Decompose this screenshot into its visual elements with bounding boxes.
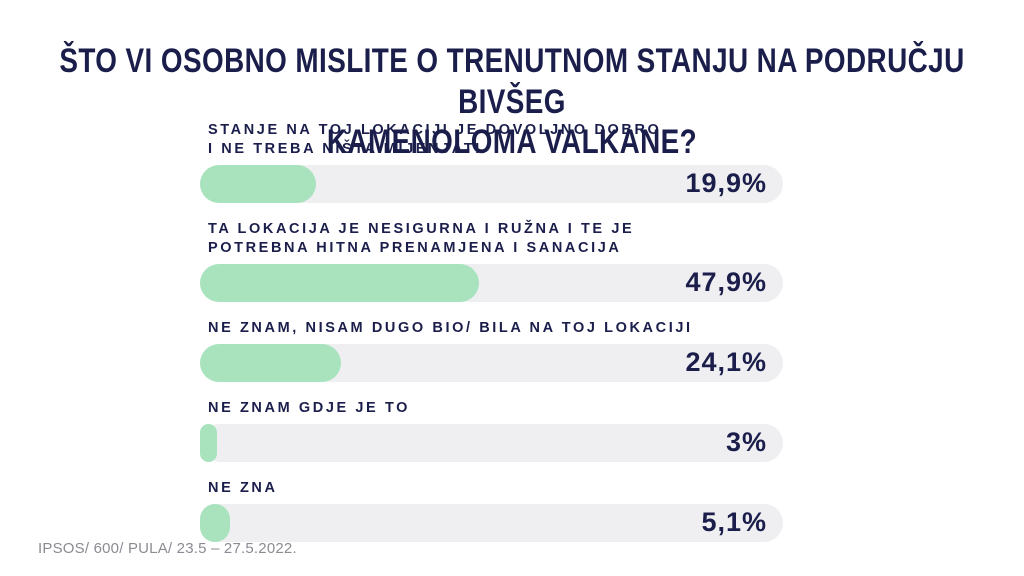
bar-track: 24,1% [200,344,783,382]
bar-value: 19,9% [685,168,767,198]
bar-row: TA LOKACIJA JE NESIGURNA I RUŽNA I TE JE… [200,220,783,302]
bar-label: NE ZNA [208,480,278,496]
source-note: IPSOS/ 600/ PULA/ 23.5 – 27.5.2022. [38,540,297,557]
bar-value: 5,1% [701,507,767,537]
bar-track: 19,9% [200,165,783,203]
bar-label: TA LOKACIJA JE NESIGURNA I RUŽNA I TE JE… [208,221,635,256]
bar-fill [200,264,480,302]
bar-fill [200,165,317,203]
bar-chart: STANJE NA TOJ LOKACIJI JE DOVOLJNO DOBRO… [200,121,783,559]
bar-track: 5,1% [200,504,783,542]
bar-value: 47,9% [685,267,767,297]
bar-fill [200,424,218,462]
bar-track: 3% [200,424,783,462]
bar-label: NE ZNAM, NISAM DUGO BIO/ BILA NA TOJ LOK… [208,320,693,336]
bar-label: NE ZNAM GDJE JE TO [208,400,411,416]
bar-label: STANJE NA TOJ LOKACIJI JE DOVOLJNO DOBRO… [208,122,662,157]
chart-title: ŠTO VI OSOBNO MISLITE O TRENUTNOM STANJU… [59,41,965,162]
bar-track: 47,9% [200,264,783,302]
bar-row: NE ZNAM GDJE JE TO 3% [200,399,783,462]
bar-row: NE ZNAM, NISAM DUGO BIO/ BILA NA TOJ LOK… [200,319,783,382]
bar-row: STANJE NA TOJ LOKACIJI JE DOVOLJNO DOBRO… [200,121,783,203]
bar-value: 24,1% [685,347,767,377]
bar-fill [200,344,341,382]
bar-value: 3% [725,427,767,457]
bar-row: NE ZNA 5,1% [200,479,783,542]
bar-fill [200,504,230,542]
